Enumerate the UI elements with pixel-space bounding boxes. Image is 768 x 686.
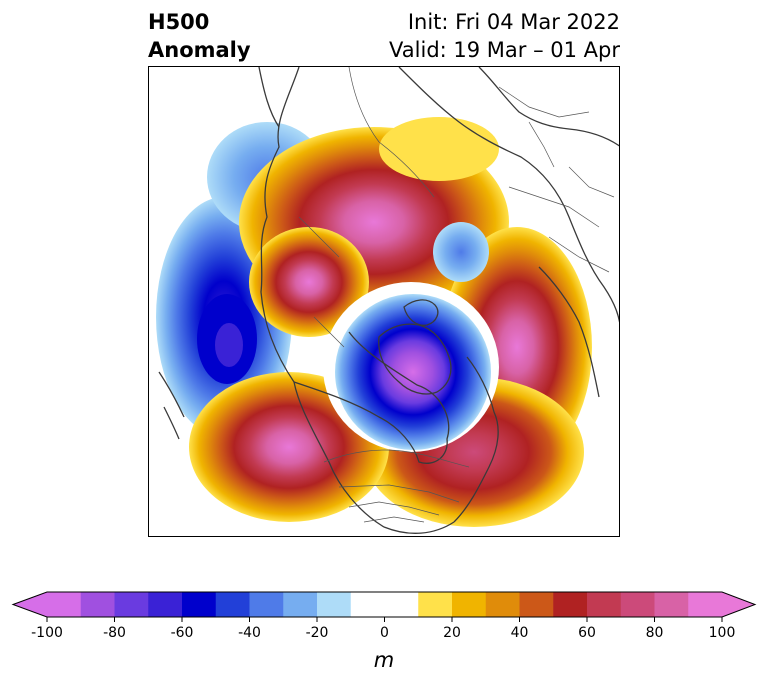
- colorbar-segment: [249, 592, 284, 617]
- east-asia-trough: [433, 222, 489, 282]
- colorbar-segment: [587, 592, 622, 617]
- colorbar-segment: [452, 592, 487, 617]
- colorbar-tick-label: 40: [511, 625, 529, 641]
- colorbar-under-extension: [13, 592, 47, 617]
- anomaly-map: [148, 66, 620, 537]
- colorbar-tick-label: -20: [306, 625, 329, 641]
- colorbar-segment: [80, 592, 115, 617]
- title-line-anomaly: Anomaly: [148, 38, 251, 62]
- colorbar-segment: [148, 592, 183, 617]
- title-line-h500: H500: [148, 10, 210, 34]
- colorbar-segment: [215, 592, 250, 617]
- colorbar: -100 -80 -60 -40 -20 0 20 40 60 80 100: [0, 580, 768, 680]
- colorbar-unit-label: m: [373, 648, 395, 672]
- anomaly-shading: [156, 117, 592, 527]
- chart-title: H500 Anomaly: [148, 8, 251, 64]
- colorbar-svg: -100 -80 -60 -40 -20 0 20 40 60 80 100: [11, 591, 757, 641]
- init-date: Init: Fri 04 Mar 2022: [407, 10, 620, 34]
- valid-date: Valid: 19 Mar – 01 Apr: [389, 38, 620, 62]
- colorbar-tick-label: -60: [171, 625, 194, 641]
- borders: [298, 67, 615, 523]
- colorbar-tick-label: 100: [709, 625, 736, 641]
- colorbar-segment: [485, 592, 520, 617]
- colorbar-segment: [182, 592, 217, 617]
- colorbar-tick-label: 60: [578, 625, 596, 641]
- colorbar-segment: [317, 592, 352, 617]
- colorbar-segment: [114, 592, 149, 617]
- colorbar-tick-label: -40: [238, 625, 261, 641]
- colorbar-tick-label: 0: [380, 625, 389, 641]
- forecast-dates: Init: Fri 04 Mar 2022 Valid: 19 Mar – 01…: [389, 8, 620, 64]
- colorbar-segment: [47, 592, 82, 617]
- colorbar-tick-label: 80: [646, 625, 664, 641]
- colorbar-tick-label: -80: [103, 625, 126, 641]
- colorbar-tick-label: 20: [443, 625, 461, 641]
- colorbar-segment: [553, 592, 588, 617]
- anomaly-map-svg: [156, 67, 619, 534]
- colorbar-segment: [350, 592, 419, 617]
- colorbar-segment: [283, 592, 318, 617]
- colorbar-segment: [688, 592, 723, 617]
- colorbar-segment: [418, 592, 453, 617]
- colorbar-segment: [620, 592, 655, 617]
- colorbar-tick-label: -100: [31, 625, 63, 641]
- colorbar-segment: [654, 592, 689, 617]
- colorbar-over-extension: [722, 592, 755, 617]
- coastlines: [158, 67, 619, 534]
- colorbar-segment: [519, 592, 554, 617]
